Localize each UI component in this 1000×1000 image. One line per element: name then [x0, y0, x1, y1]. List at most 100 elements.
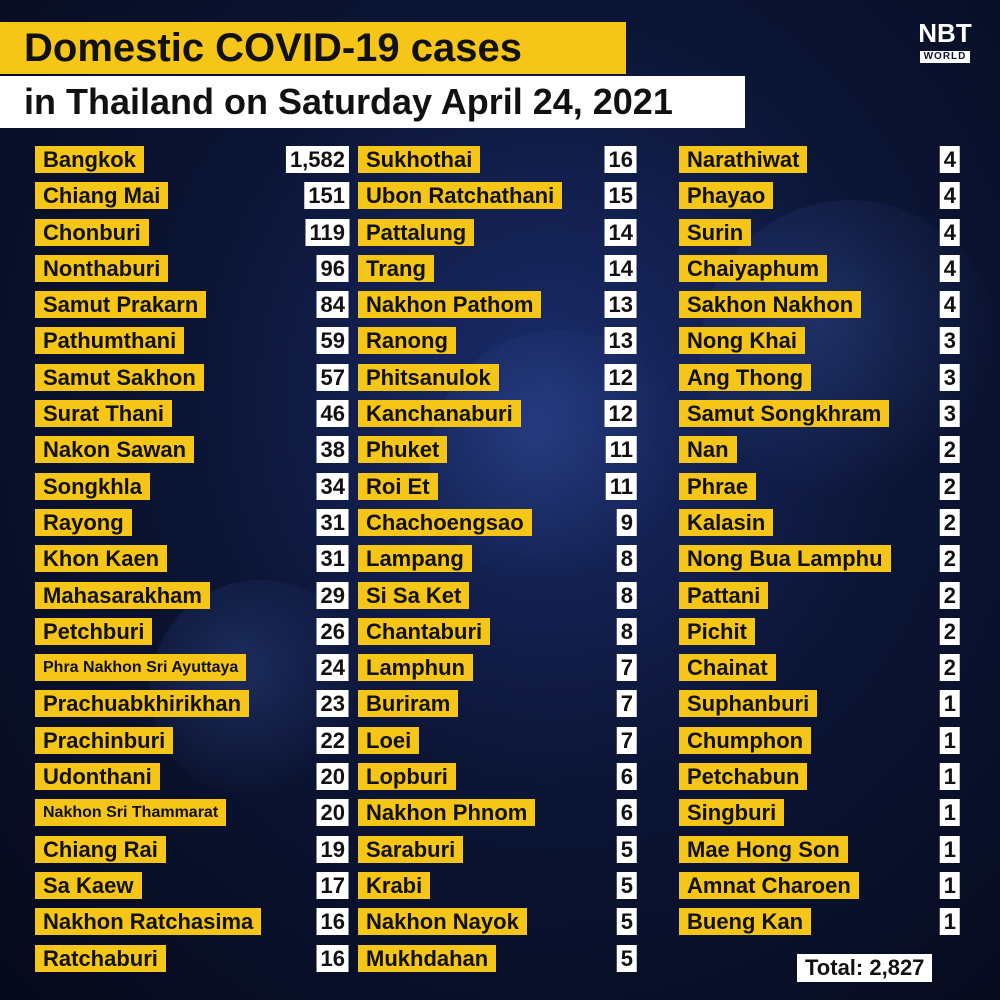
province-name: Udonthani [35, 763, 160, 791]
case-count: 57 [316, 363, 349, 391]
province-name: Kanchanaburi [358, 400, 521, 428]
province-name: Nonthaburi [35, 254, 169, 282]
province-name: Saraburi [358, 835, 464, 863]
province-name: Sakhon Nakhon [679, 291, 862, 319]
province-name: Narathiwat [679, 146, 808, 173]
province-name: Roi Et [358, 472, 438, 500]
case-count: 8 [616, 581, 637, 609]
province-name: Phrae [679, 472, 757, 500]
province-name: Khon Kaen [35, 545, 168, 573]
province-name: Lamphun [358, 654, 473, 682]
case-count: 16 [316, 908, 349, 936]
province-name: Chiang Rai [35, 835, 166, 863]
province-name: Nakhon Nayok [358, 908, 527, 936]
case-count: 2 [939, 581, 960, 609]
province-name: Surin [679, 218, 752, 246]
case-count: 1 [939, 726, 960, 754]
case-count: 11 [605, 472, 637, 500]
case-count: 4 [939, 146, 960, 173]
province-name: Nakon Sawan [35, 436, 195, 464]
province-name: Ubon Ratchathani [358, 182, 563, 210]
province-name: Samut Songkhram [679, 400, 890, 428]
province-name: Lampang [358, 545, 472, 573]
case-count: 59 [316, 327, 349, 355]
province-name: Samut Sakhon [35, 363, 204, 391]
case-count: 6 [616, 799, 637, 827]
case-count: 29 [316, 581, 349, 609]
case-count: 24 [316, 654, 349, 682]
province-name: Phitsanulok [358, 363, 499, 391]
case-count: 14 [604, 218, 637, 246]
province-name: Ang Thong [679, 363, 812, 391]
case-count: 5 [616, 944, 637, 972]
case-count: 2 [939, 617, 960, 645]
case-count: 1 [939, 835, 960, 863]
province-name: Chantaburi [358, 617, 491, 645]
case-count: 2 [939, 436, 960, 464]
case-count: 20 [316, 799, 349, 827]
province-name: Surat Thani [35, 400, 173, 428]
province-name: Pathumthani [35, 327, 185, 355]
province-name: Ratchaburi [35, 944, 166, 972]
logo-brand: NBT [918, 18, 972, 48]
province-name: Prachinburi [35, 726, 174, 754]
province-name: Nong Khai [679, 327, 805, 355]
case-count: 1 [939, 763, 960, 791]
nbt-world-logo: NBT WORLD [906, 20, 984, 64]
province-name: Trang [358, 254, 434, 282]
case-count: 23 [316, 690, 349, 718]
province-name: Nakhon Phnom [358, 799, 536, 827]
case-count: 1 [939, 690, 960, 718]
case-count: 7 [616, 690, 637, 718]
case-count: 3 [939, 363, 960, 391]
province-name: Mahasarakham [35, 581, 210, 609]
case-count: 13 [604, 291, 637, 319]
case-count: 3 [939, 327, 960, 355]
province-name: Nan [679, 436, 737, 464]
case-count: 96 [316, 254, 349, 282]
province-name: Petchburi [35, 617, 153, 645]
province-name: Sukhothai [358, 146, 481, 173]
province-name: Chiang Mai [35, 182, 169, 210]
province-name: Bueng Kan [679, 908, 812, 936]
case-count: 38 [316, 436, 349, 464]
province-name: Loei [358, 726, 420, 754]
case-count: 84 [316, 291, 349, 319]
province-name: Samut Prakarn [35, 291, 207, 319]
province-name: Phuket [358, 436, 448, 464]
province-name: Buriram [358, 690, 459, 718]
province-name: Amnat Charoen [679, 871, 859, 899]
title-line-1: Domestic COVID-19 cases [0, 22, 626, 74]
case-count: 4 [939, 254, 960, 282]
province-name: Mae Hong Son [679, 835, 848, 863]
logo-sub: WORLD [919, 51, 971, 63]
case-count: 22 [316, 726, 349, 754]
case-count: 2 [939, 545, 960, 573]
province-name: Phra Nakhon Sri Ayuttaya [35, 654, 247, 682]
province-name: Bangkok [35, 146, 144, 173]
case-count: 15 [604, 182, 637, 210]
case-count: 17 [316, 871, 349, 899]
province-name: Chaiyaphum [679, 254, 828, 282]
case-count: 8 [616, 617, 637, 645]
case-count: 14 [604, 254, 637, 282]
case-count: 31 [316, 508, 349, 536]
case-count: 1,582 [285, 146, 349, 173]
province-name: Nakhon Pathom [358, 291, 542, 319]
province-name: Pattani [679, 581, 769, 609]
title-line-2: in Thailand on Saturday April 24, 2021 [0, 76, 745, 128]
province-name: Lopburi [358, 763, 456, 791]
province-name: Si Sa Ket [358, 581, 470, 609]
case-count: 16 [604, 146, 637, 173]
province-name: Sa Kaew [35, 871, 142, 899]
province-name: Pichit [679, 617, 755, 645]
case-count: 13 [604, 327, 637, 355]
case-count: 19 [316, 835, 349, 863]
case-count: 34 [316, 472, 349, 500]
case-count: 5 [616, 871, 637, 899]
case-count: 16 [316, 944, 349, 972]
case-count: 4 [939, 182, 960, 210]
province-name: Chachoengsao [358, 508, 532, 536]
case-count: 46 [316, 400, 349, 428]
province-name: Suphanburi [679, 690, 818, 718]
